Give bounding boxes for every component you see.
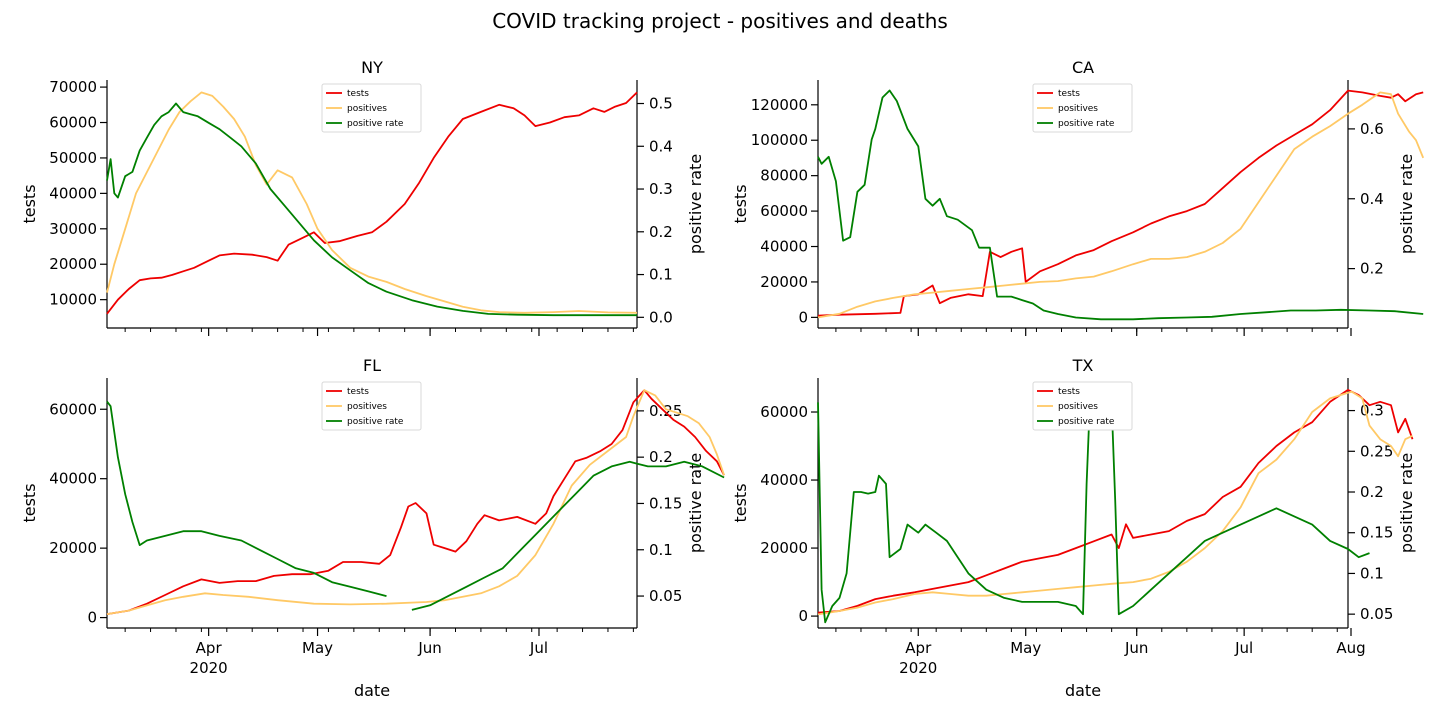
y-axis-label: tests bbox=[731, 483, 750, 522]
y-tick-label: 0 bbox=[798, 308, 808, 326]
y-tick-label: 60000 bbox=[760, 202, 808, 220]
x-tick-label: Apr bbox=[196, 639, 223, 657]
y-axis-label: tests bbox=[20, 184, 39, 223]
panel-title: TX bbox=[1072, 356, 1094, 375]
y-right-tick-label: 0.1 bbox=[1360, 564, 1384, 582]
legend-box bbox=[321, 83, 422, 133]
x-tick-label: Jul bbox=[529, 639, 548, 657]
series-line-tests bbox=[817, 89, 1424, 317]
legend-label: positive rate bbox=[1058, 119, 1115, 129]
y-right-tick-label: 0.15 bbox=[649, 494, 682, 512]
y-tick-label: 20000 bbox=[760, 539, 808, 557]
legend-label: positives bbox=[347, 402, 387, 412]
x-axis-label: date bbox=[1065, 681, 1101, 700]
y-tick-label: 60000 bbox=[49, 114, 97, 132]
x-axis-label: date bbox=[354, 681, 390, 700]
x-tick-label: Aug bbox=[1336, 639, 1365, 657]
y-right-axis-label: positive rate bbox=[1397, 453, 1416, 553]
y-tick-label: 0 bbox=[87, 609, 97, 627]
panel-title: FL bbox=[363, 356, 381, 375]
y-right-axis-label: positive rate bbox=[1397, 154, 1416, 254]
legend-label: positive rate bbox=[1058, 417, 1115, 427]
y-right-tick-label: 0.25 bbox=[1360, 442, 1393, 460]
figure-suptitle: COVID tracking project - positives and d… bbox=[492, 9, 948, 33]
y-right-tick-label: 0.05 bbox=[1360, 605, 1393, 623]
series-line-tests bbox=[106, 91, 638, 315]
x-tick-label: May bbox=[1010, 639, 1041, 657]
y-tick-label: 20000 bbox=[760, 273, 808, 291]
y-right-tick-label: 0.1 bbox=[649, 541, 673, 559]
y-right-tick-label: 0.2 bbox=[1360, 260, 1384, 278]
y-right-tick-label: 0.1 bbox=[649, 266, 673, 284]
panel-title: NY bbox=[361, 58, 383, 77]
legend-label: tests bbox=[1058, 387, 1080, 397]
legend-label: tests bbox=[1058, 89, 1080, 99]
series-line-positives bbox=[106, 389, 725, 615]
y-tick-label: 120000 bbox=[751, 96, 808, 114]
y-axis-label: tests bbox=[20, 483, 39, 522]
x-tick-label: Apr bbox=[905, 639, 932, 657]
y-tick-label: 100000 bbox=[751, 131, 808, 149]
series-line-positive-rate bbox=[106, 401, 725, 611]
series-line-positive-rate bbox=[817, 393, 1370, 624]
y-tick-label: 40000 bbox=[49, 184, 97, 202]
y-right-tick-label: 0.4 bbox=[649, 137, 673, 155]
x-tick-label: Jul bbox=[1234, 639, 1253, 657]
y-tick-label: 50000 bbox=[49, 149, 97, 167]
y-tick-label: 60000 bbox=[49, 400, 97, 418]
y-right-tick-label: 0.2 bbox=[1360, 483, 1384, 501]
y-right-tick-label: 0.4 bbox=[1360, 190, 1384, 208]
y-right-tick-label: 0.6 bbox=[1360, 120, 1384, 138]
y-right-tick-label: 0.2 bbox=[649, 223, 673, 241]
x-tick-label: Jun bbox=[417, 639, 441, 657]
x-tick-label: May bbox=[302, 639, 333, 657]
y-right-tick-label: 0.0 bbox=[649, 308, 673, 326]
y-tick-label: 40000 bbox=[49, 470, 97, 488]
y-tick-label: 20000 bbox=[49, 255, 97, 273]
legend-label: positives bbox=[1058, 104, 1098, 114]
series-line-positives bbox=[106, 91, 638, 314]
y-tick-label: 0 bbox=[798, 607, 808, 625]
y-right-tick-label: 0.25 bbox=[649, 402, 682, 420]
x-tick-label: 2020 bbox=[190, 659, 228, 677]
y-right-tick-label: 0.2 bbox=[649, 448, 673, 466]
series-line-positives bbox=[817, 390, 1413, 616]
panel-title: CA bbox=[1072, 58, 1094, 77]
y-tick-label: 40000 bbox=[760, 471, 808, 489]
x-tick-label: Jun bbox=[1124, 639, 1148, 657]
legend-label: tests bbox=[347, 387, 369, 397]
legend-box bbox=[1032, 381, 1133, 431]
series-line-positives bbox=[817, 91, 1425, 319]
y-right-tick-label: 0.5 bbox=[649, 95, 673, 113]
y-axis-label: tests bbox=[731, 184, 750, 223]
y-tick-label: 80000 bbox=[760, 167, 808, 185]
y-tick-label: 70000 bbox=[49, 78, 97, 96]
legend-label: positive rate bbox=[347, 119, 404, 129]
x-tick-label: 2020 bbox=[899, 659, 937, 677]
y-tick-label: 20000 bbox=[49, 539, 97, 557]
series-line-positive-rate bbox=[817, 89, 1424, 321]
y-tick-label: 60000 bbox=[760, 403, 808, 421]
legend-label: positives bbox=[347, 104, 387, 114]
legend-label: positive rate bbox=[347, 417, 404, 427]
legend-label: positives bbox=[1058, 402, 1098, 412]
y-right-tick-label: 0.05 bbox=[649, 587, 682, 605]
series-line-positive-rate bbox=[106, 102, 637, 317]
y-right-tick-label: 0.3 bbox=[649, 180, 673, 198]
y-right-tick-label: 0.15 bbox=[1360, 524, 1393, 542]
legend-label: tests bbox=[347, 89, 369, 99]
y-right-axis-label: positive rate bbox=[686, 453, 705, 553]
y-tick-label: 30000 bbox=[49, 220, 97, 238]
panel-ny: NY 10000 20000 30000 40000 50000 60000 70000 0.0… bbox=[20, 58, 705, 336]
panel-ca: CA 0 20000 40000 60000 80000 100000 120000 0.2 0.… bbox=[731, 58, 1425, 336]
y-tick-label: 40000 bbox=[760, 238, 808, 256]
legend-box bbox=[321, 381, 422, 431]
legend-box bbox=[1032, 83, 1133, 133]
panel-fl: FL 0 20000 40000 60000 0.05 0.1 0.15 0.2 0.25 test… bbox=[20, 356, 725, 700]
y-right-axis-label: positive rate bbox=[686, 154, 705, 254]
y-tick-label: 10000 bbox=[49, 291, 97, 309]
panel-tx: TX02000040000600000.050.10.150.20.250.3t… bbox=[731, 356, 1416, 700]
